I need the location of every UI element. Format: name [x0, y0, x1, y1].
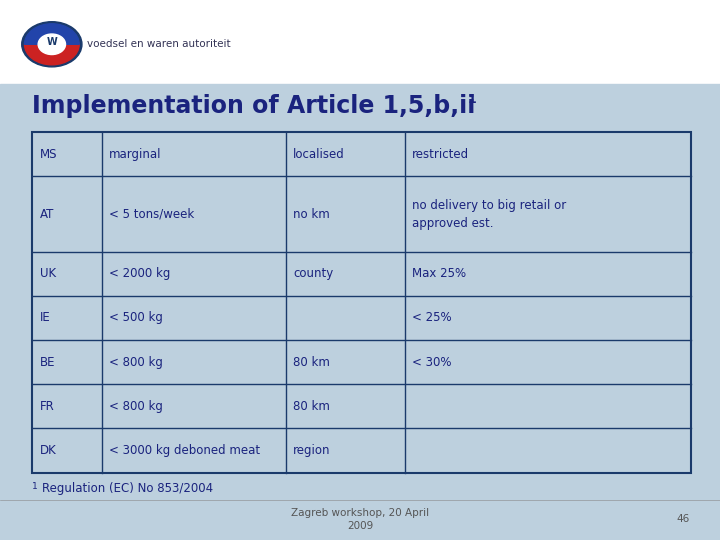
- Text: county: county: [293, 267, 333, 280]
- Text: 1: 1: [468, 93, 477, 106]
- Text: W: W: [47, 37, 57, 47]
- Text: Implementation of Article 1,5,b,ii: Implementation of Article 1,5,b,ii: [32, 94, 476, 118]
- Bar: [0, 0, 720, 84]
- Text: < 3000 kg deboned meat: < 3000 kg deboned meat: [109, 444, 260, 457]
- Circle shape: [20, 21, 84, 68]
- Text: Zagreb workshop, 20 April
2009: Zagreb workshop, 20 April 2009: [291, 508, 429, 531]
- Text: UK: UK: [40, 267, 55, 280]
- Bar: [32, 132, 691, 472]
- Text: 80 km: 80 km: [293, 400, 330, 413]
- Text: IE: IE: [40, 312, 50, 325]
- Text: Max 25%: Max 25%: [412, 267, 466, 280]
- Text: restricted: restricted: [412, 148, 469, 161]
- Bar: [0, 84, 720, 540]
- Text: no delivery to big retail or
approved est.: no delivery to big retail or approved es…: [412, 199, 566, 230]
- Text: < 2000 kg: < 2000 kg: [109, 267, 170, 280]
- Wedge shape: [24, 44, 79, 65]
- Text: 46: 46: [677, 515, 690, 524]
- Text: < 500 kg: < 500 kg: [109, 312, 163, 325]
- Text: 1: 1: [32, 482, 38, 491]
- Text: region: region: [293, 444, 330, 457]
- Text: Regulation (EC) No 853/2004: Regulation (EC) No 853/2004: [42, 482, 213, 495]
- Text: voedsel en waren autoriteit: voedsel en waren autoriteit: [87, 39, 231, 49]
- Text: < 30%: < 30%: [412, 355, 451, 368]
- Text: < 800 kg: < 800 kg: [109, 400, 163, 413]
- Text: localised: localised: [293, 148, 345, 161]
- Text: 80 km: 80 km: [293, 355, 330, 368]
- Text: DK: DK: [40, 444, 56, 457]
- Text: BE: BE: [40, 355, 55, 368]
- Text: < 25%: < 25%: [412, 312, 451, 325]
- Text: no km: no km: [293, 207, 330, 220]
- Wedge shape: [24, 24, 79, 44]
- Text: MS: MS: [40, 148, 57, 161]
- Text: < 800 kg: < 800 kg: [109, 355, 163, 368]
- Text: < 5 tons/week: < 5 tons/week: [109, 207, 194, 220]
- Text: marginal: marginal: [109, 148, 161, 161]
- Text: AT: AT: [40, 207, 54, 220]
- Circle shape: [22, 22, 82, 67]
- Circle shape: [38, 34, 66, 55]
- Text: FR: FR: [40, 400, 54, 413]
